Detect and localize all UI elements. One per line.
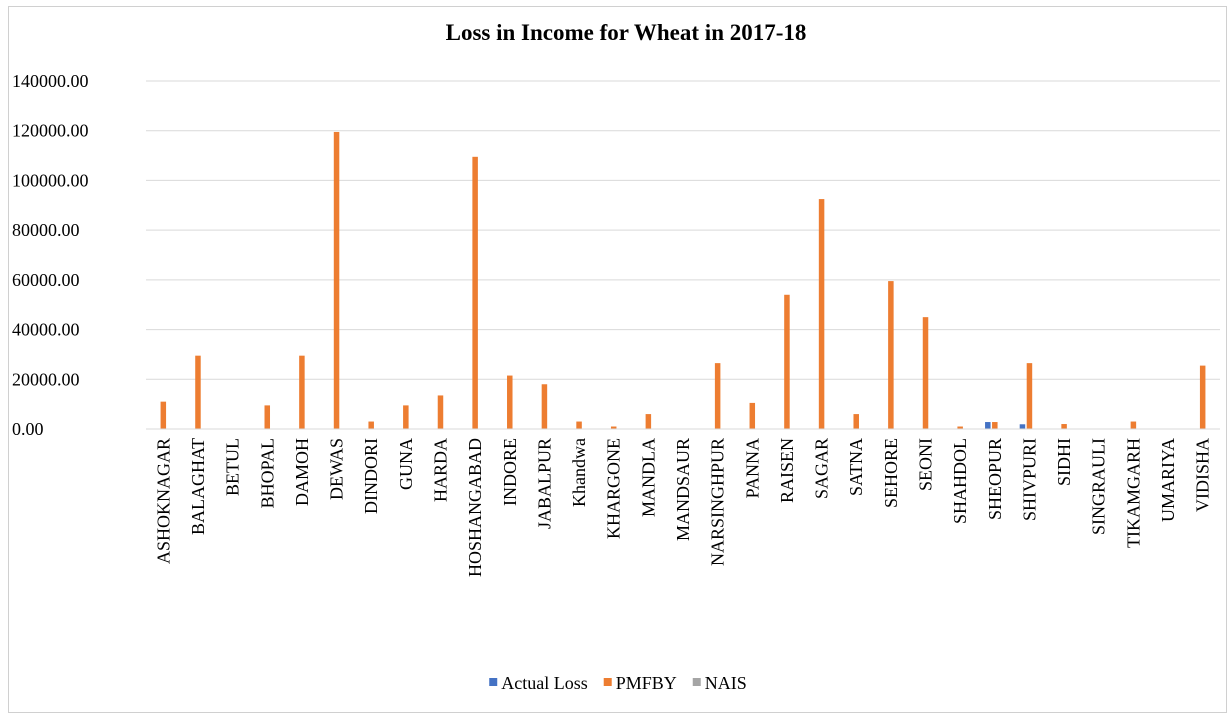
x-tick-label: BETUL <box>223 438 243 496</box>
chart-frame: Loss in Income for Wheat in 2017-18 0.00… <box>8 6 1227 713</box>
x-tick-label: GUNA <box>396 438 416 490</box>
x-tick-label: BALAGHAT <box>188 438 208 535</box>
bar-pmfby <box>749 402 756 429</box>
legend-swatch <box>603 678 612 686</box>
y-tick-label: 100000.00 <box>12 170 89 190</box>
bar-pmfby <box>333 131 340 429</box>
x-tick-label: SEHORE <box>881 438 901 508</box>
x-tick-label: INDORE <box>500 438 520 506</box>
bar-pmfby <box>403 405 409 429</box>
legend: Actual Loss PMFBY NAIS <box>489 673 747 693</box>
y-tick-label: 20000.00 <box>12 369 80 389</box>
x-tick-label: SHIVPURI <box>1019 438 1039 521</box>
bar-pmfby <box>1130 421 1137 429</box>
x-tick-label: RAISEN <box>777 438 797 503</box>
bar-pmfby <box>299 355 305 429</box>
bar-pmfby <box>784 294 790 429</box>
bar-pmfby <box>645 414 652 429</box>
x-tick-label: DAMOH <box>292 438 312 506</box>
x-tick-label: VIDISHA <box>1193 438 1213 512</box>
x-tick-label: MANDSAUR <box>673 438 693 541</box>
x-tick-label: PANNA <box>742 438 762 498</box>
bar-pmfby <box>472 156 478 430</box>
bar-pmfby <box>922 317 929 429</box>
bar-pmfby <box>992 422 998 429</box>
x-tick-label: Khandwa <box>569 438 589 507</box>
bar-pmfby <box>888 281 894 429</box>
chart-svg: Loss in Income for Wheat in 2017-18 0.00… <box>12 20 1220 693</box>
bar-pmfby <box>160 401 167 429</box>
bars <box>160 131 1206 430</box>
y-tick-label: 80000.00 <box>12 220 80 240</box>
bar-pmfby <box>1026 363 1033 429</box>
bar-pmfby <box>541 384 548 429</box>
x-tick-label: SHAHDOL <box>950 438 970 524</box>
x-tick-label: NARSINGHPUR <box>708 438 728 566</box>
bar-pmfby <box>818 199 825 429</box>
x-tick-label: HOSHANGABAD <box>465 438 485 577</box>
x-tick-label: SHEOPUR <box>985 438 1005 520</box>
x-tick-label: HARDA <box>430 438 450 502</box>
bar-pmfby <box>1199 365 1206 429</box>
bar-pmfby <box>714 363 721 429</box>
x-tick-label: SATNA <box>846 438 866 496</box>
legend-label: NAIS <box>705 673 747 693</box>
x-tick-label: MANDLA <box>638 438 658 517</box>
x-tick-label: UMARIYA <box>1158 438 1178 522</box>
x-tick-label: JABALPUR <box>534 438 554 529</box>
bar-pmfby <box>264 405 271 429</box>
x-tick-label: KHARGONE <box>604 438 624 539</box>
bar-pmfby <box>610 426 617 429</box>
bar-pmfby <box>853 414 859 429</box>
y-tick-label: 60000.00 <box>12 270 80 290</box>
bar-actual-loss <box>1019 424 1026 429</box>
x-tick-label: SINGRAULI <box>1089 438 1109 535</box>
y-tick-label: 0.00 <box>12 419 44 439</box>
y-tick-label: 120000.00 <box>12 121 89 141</box>
x-axis-categories: ASHOKNAGAR BALAGHAT BETUL BHOPAL DAMOH DEWAS D… <box>153 438 1212 577</box>
legend-swatch <box>692 678 701 686</box>
y-tick-label: 40000.00 <box>12 320 80 340</box>
y-axis-ticks: 0.00 20000.00 40000.00 60000.00 80000.00 1000… <box>12 71 89 439</box>
bar-pmfby <box>957 426 963 429</box>
x-tick-label: SIDHI <box>1054 438 1074 486</box>
legend-item: Actual Loss <box>489 673 588 693</box>
x-tick-label: TIKAMGARH <box>1123 438 1143 548</box>
bar-pmfby <box>1061 424 1067 429</box>
bar-pmfby <box>195 355 201 429</box>
x-tick-label: BHOPAL <box>257 438 277 508</box>
x-tick-label: SEONI <box>916 438 936 491</box>
x-tick-label: DINDORI <box>361 438 381 514</box>
legend-label: Actual Loss <box>501 673 587 693</box>
legend-label: PMFBY <box>616 673 677 693</box>
x-tick-label: DEWAS <box>327 438 347 500</box>
x-tick-label: SAGAR <box>812 438 832 499</box>
bar-pmfby <box>368 421 374 429</box>
bar-actual-loss <box>985 422 991 429</box>
chart-title: Loss in Income for Wheat in 2017-18 <box>446 20 807 45</box>
legend-swatch <box>489 678 498 686</box>
legend-item: NAIS <box>692 673 747 693</box>
bar-pmfby <box>507 375 513 429</box>
gridlines <box>146 80 1220 380</box>
y-tick-label: 140000.00 <box>12 71 89 91</box>
bar-pmfby <box>437 395 444 429</box>
bar-pmfby <box>576 421 582 429</box>
legend-item: PMFBY <box>603 673 677 693</box>
x-tick-label: ASHOKNAGAR <box>153 438 173 564</box>
